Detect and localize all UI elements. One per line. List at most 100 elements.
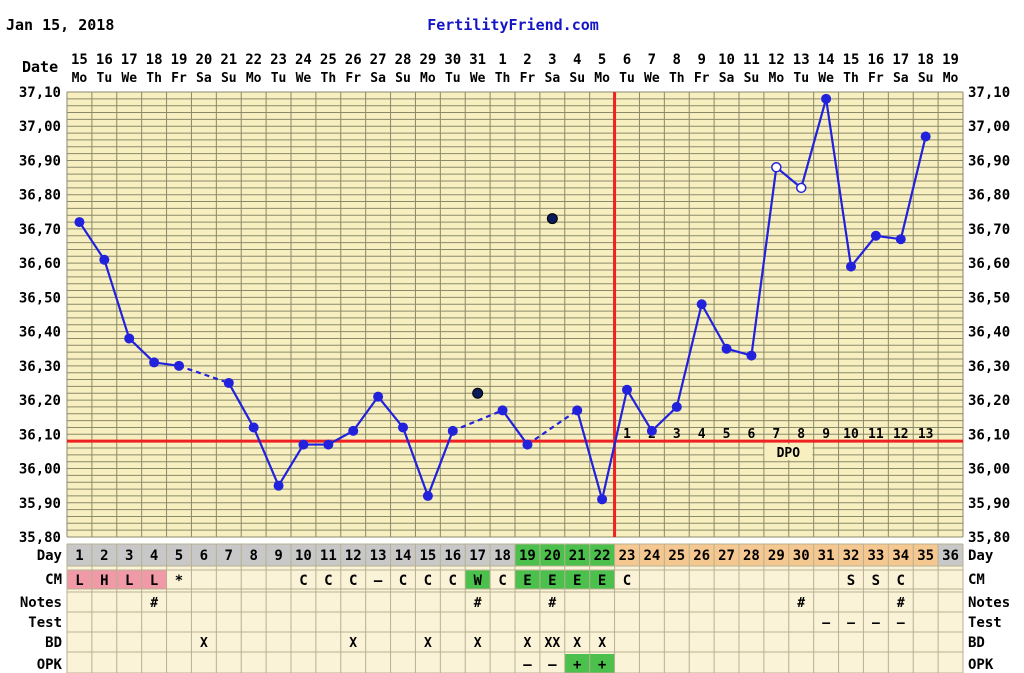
temperature-segment [128,337,155,364]
date-label: 17 [892,52,909,68]
notes-value: # [548,596,556,611]
y-tick-label-right: 36,20 [968,393,1010,409]
cycle-day-label: 14 [395,548,412,564]
cycle-day-cell [763,544,789,566]
bd-value: X [200,636,208,651]
weekday-label: Fr [694,71,710,86]
date-label: 9 [697,52,705,68]
cm-value: L [75,573,83,589]
opk-value: – [523,657,532,673]
y-tick-label-left: 36,30 [19,359,61,375]
temperature-segment [277,444,305,487]
cycle-day-label: 17 [469,548,486,564]
cm-cell [515,570,540,589]
cm-value: – [374,573,383,589]
y-tick-label-left: 36,90 [19,153,61,169]
temperature-point [124,333,135,344]
temperature-segment [78,221,106,261]
cm-value: C [498,573,506,589]
cycle-day-cell [365,544,391,566]
weekday-label: We [644,71,660,86]
date-label: 20 [195,52,212,68]
dpo-number: 1 [623,427,631,442]
cycle-day-cell [689,544,715,566]
weekday-label: Th [146,71,162,86]
weekday-label: We [818,71,834,86]
temperature-segment [626,389,653,432]
y-tick-label-left: 36,00 [19,462,61,478]
cycle-day-cell [166,544,192,566]
dpo-number: 12 [893,427,909,442]
cycle-day-label: 30 [793,548,810,564]
y-tick-label-left: 36,50 [19,290,61,306]
opk-value: – [548,657,557,673]
date-label: 5 [598,52,606,68]
cycle-day-cell [913,544,939,566]
date-label: 15 [71,52,88,68]
cm-value: E [573,573,581,589]
temperature-point [348,425,359,436]
cycle-day-cell [863,544,889,566]
date-label: 4 [573,52,581,68]
temperature-segment [252,427,280,487]
cycle-day-label: 19 [519,548,536,564]
cycle-day-cell [465,544,491,566]
cycle-day-label: 11 [320,548,337,564]
cm-cell [539,570,565,589]
temperature-segment [103,259,131,339]
date-label: 31 [469,52,486,68]
temperature-segment [401,427,429,497]
weekday-label: Tu [793,71,809,86]
temperature-point [248,422,259,433]
y-tick-label-left: 36,10 [19,427,61,443]
opk-row-label-left: OPK [37,657,63,673]
cycle-day-cell [291,544,316,566]
opk-value: + [573,657,581,673]
temperature-point [497,405,508,416]
cycle-day-cell [714,544,739,566]
cm-cell [465,570,491,589]
date-label: 16 [867,52,884,68]
weekday-label: Tu [97,71,113,86]
test-row-label-right: Test [968,615,1002,631]
temperature-point [746,350,757,361]
date-label: 28 [395,52,412,68]
weekday-label: We [121,71,137,86]
cycle-day-cell [788,544,814,566]
cycle-day-cell [141,544,167,566]
date-label: 19 [171,52,188,68]
weekday-label: Fr [345,71,361,86]
cycle-day-cell [614,544,640,566]
weekday-label: Sa [370,71,386,86]
date-label: 15 [843,52,860,68]
cycle-day-label: 26 [693,548,710,564]
cycle-day-label: 33 [867,548,884,564]
weekday-label: Sa [893,71,909,86]
cm-cell [116,570,142,589]
cycle-day-label: 10 [295,548,312,564]
cm-value: * [175,573,183,589]
y-tick-label-left: 35,90 [19,496,61,512]
day-row-label-left: Day [37,548,63,564]
temperature-point [447,425,458,436]
temperature-point [323,439,334,450]
cycle-day-cell [91,544,117,566]
y-tick-label-left: 36,70 [19,222,61,238]
dpo-number: 11 [868,427,884,442]
cycle-day-label: 4 [150,548,158,564]
date-label: 24 [295,52,312,68]
cycle-day-cell [813,544,839,566]
cycle-day-cell [216,544,242,566]
cycle-day-label: 35 [917,548,934,564]
cycle-day-cell [415,544,441,566]
cycle-day-label: 21 [569,548,586,564]
test-value: – [822,616,830,631]
date-label: 25 [320,52,337,68]
bd-value: X [349,636,357,651]
cm-cell [67,570,92,589]
cycle-day-label: 29 [768,548,785,564]
temperature-segment [675,303,703,408]
cycle-day-label: 24 [643,548,660,564]
temperature-point [671,401,682,412]
y-tick-label-right: 36,60 [968,256,1010,272]
